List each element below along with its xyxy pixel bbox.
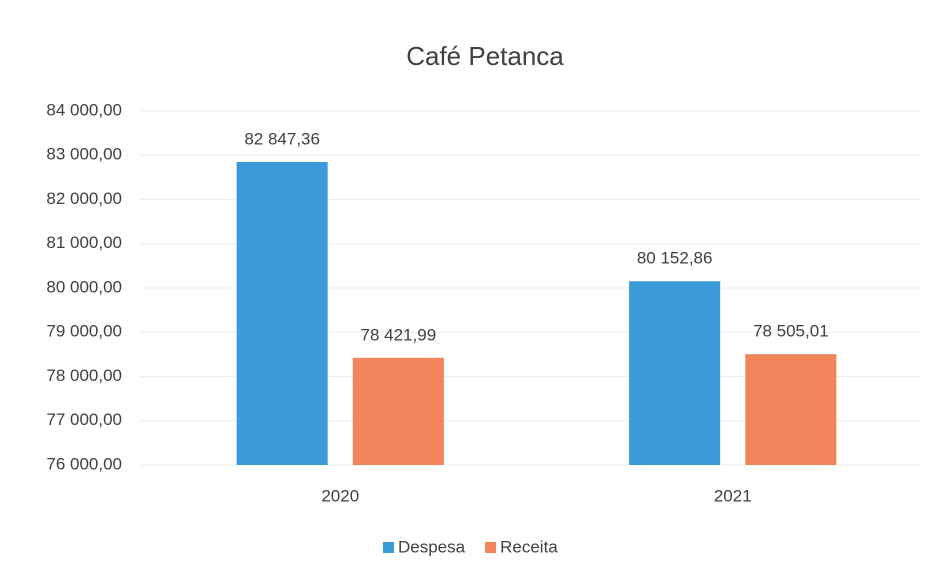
- legend-swatch: [383, 542, 394, 553]
- y-tick-label: 76 000,00: [46, 454, 122, 473]
- bar: [745, 354, 837, 465]
- data-label: 82 847,36: [244, 129, 320, 148]
- y-tick-label: 82 000,00: [46, 189, 122, 208]
- legend-label: Receita: [500, 537, 558, 556]
- legend-swatch: [485, 542, 497, 553]
- y-tick-label: 77 000,00: [46, 410, 122, 429]
- bar: [236, 162, 328, 465]
- y-tick-label: 79 000,00: [46, 322, 122, 341]
- legend-label: Despesa: [398, 537, 466, 556]
- chart-title: Café Petanca: [406, 41, 564, 71]
- y-tick-label: 81 000,00: [46, 233, 122, 252]
- x-tick-label: 2021: [714, 486, 752, 505]
- x-tick-label: 2020: [321, 486, 359, 505]
- y-tick-label: 84 000,00: [46, 100, 122, 119]
- y-tick-label: 78 000,00: [46, 366, 122, 385]
- bar: [352, 357, 444, 465]
- data-label: 78 421,99: [361, 325, 437, 344]
- data-label: 80 152,86: [637, 249, 713, 268]
- data-label: 78 505,01: [753, 322, 829, 341]
- bar: [629, 281, 721, 465]
- y-tick-label: 80 000,00: [46, 277, 122, 296]
- y-tick-label: 83 000,00: [46, 145, 122, 164]
